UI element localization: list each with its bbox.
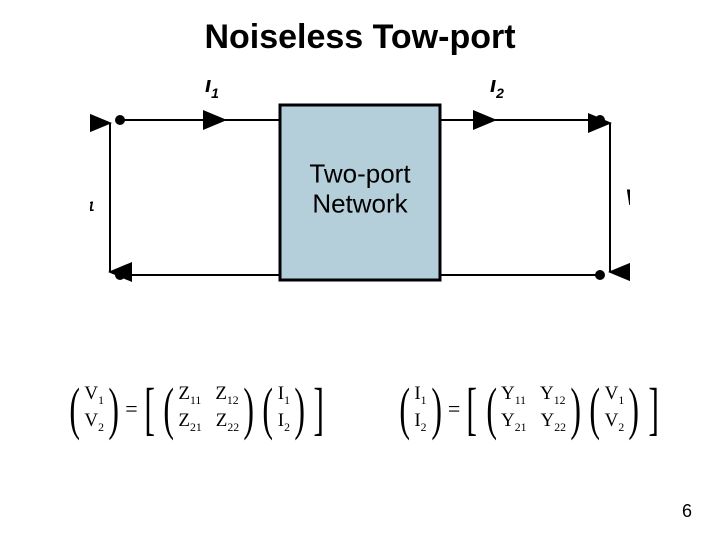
svg-text:Two-port: Two-port [309, 159, 411, 189]
y-matrix-equation: ( I1I2 ) = [ ( Y11Y12Y21Y22 ) ( V1V2 ) ] [395, 380, 663, 438]
svg-text:I2: I2 [490, 80, 504, 101]
svg-text:V2: V2 [625, 185, 630, 214]
svg-text:Network: Network [312, 189, 408, 219]
svg-text:I1: I1 [205, 80, 219, 101]
two-port-diagram: Two-portNetwork I1 I2 V1 V2 [90, 80, 630, 315]
page-title: Noiseless Tow-port [0, 18, 720, 57]
slide: { "title": { "text": "Noiseless Tow-port… [0, 0, 720, 540]
svg-text:V1: V1 [90, 185, 95, 214]
z-matrix-equation: ( V1V2 ) = [ ( Z11Z12Z21Z22 ) ( I1I2 ) ] [65, 380, 329, 438]
page-number: 6 [682, 501, 692, 522]
